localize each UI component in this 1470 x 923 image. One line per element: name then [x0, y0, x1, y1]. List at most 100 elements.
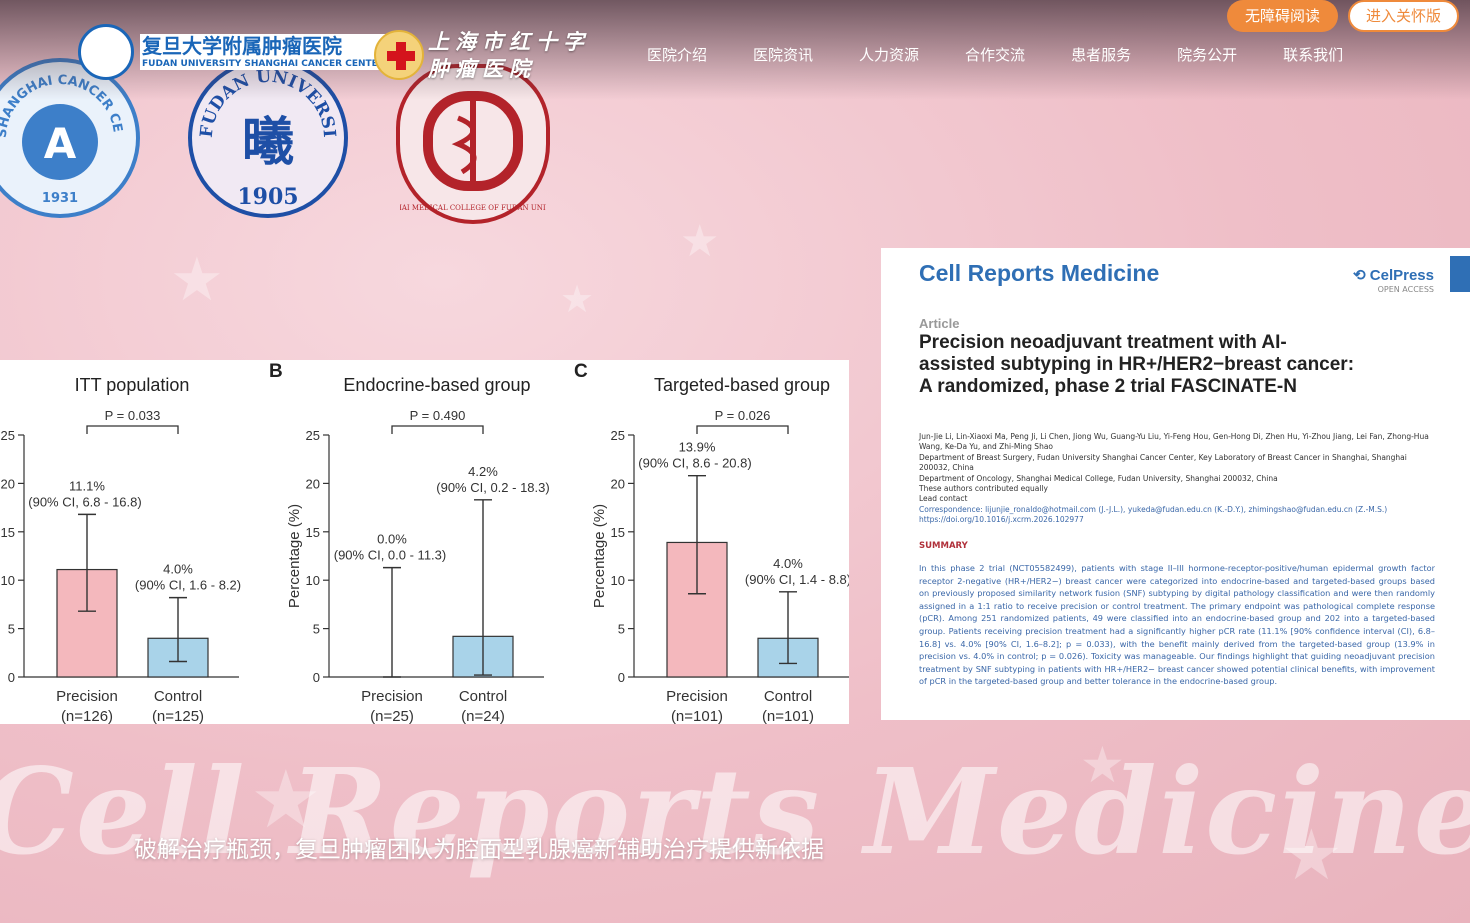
- p-value-label: P = 0.033: [105, 408, 161, 423]
- ci-label: (90% CI, 8.6 - 20.8): [638, 456, 751, 471]
- x-tick-sublabel: (n=101): [762, 708, 814, 724]
- nav-item-hr[interactable]: 人力资源: [859, 46, 920, 64]
- y-tick-label: 10: [306, 573, 320, 588]
- nav-item-about[interactable]: 医院介绍: [647, 46, 708, 64]
- publisher-name: CelPress: [1369, 267, 1434, 284]
- figure-panel: ITT population 0 5 10 15 20 25 11.1% (90% CI, 6.…: [0, 360, 852, 725]
- hospital-name-en: FUDAN UNIVERSITY SHANGHAI CANCER CENTER: [140, 58, 387, 70]
- redcross-hospital-brand[interactable]: 上海市红十字 肿瘤医院: [374, 28, 590, 82]
- x-tick-sublabel: (n=24): [461, 708, 505, 724]
- value-label: 4.0%: [163, 562, 193, 577]
- significance-bracket: [696, 425, 789, 434]
- x-tick-label: Precision: [666, 688, 728, 705]
- accessibility-reading-button[interactable]: 无障碍阅读: [1227, 0, 1338, 32]
- care-mode-button[interactable]: 进入关怀版: [1348, 0, 1459, 32]
- star-decoration-icon: ★: [1280, 814, 1343, 896]
- nav-item-patient-services[interactable]: 患者服务: [1071, 46, 1132, 64]
- paper-summary: In this phase 2 trial (NCT05582499), pat…: [919, 563, 1435, 687]
- y-tick-label: 15: [611, 525, 625, 540]
- x-tick-sublabel: (n=125): [152, 708, 204, 724]
- x-tick-sublabel: (n=25): [370, 708, 414, 724]
- x-tick-label: Control: [154, 688, 202, 705]
- x-tick-label: Precision: [56, 688, 118, 705]
- nav-item-cooperation[interactable]: 合作交流: [965, 46, 1026, 64]
- redcross-name-line2: 肿瘤医院: [428, 56, 536, 81]
- value-label: 0.0%: [377, 532, 407, 547]
- fudan-logo-year: 1905: [237, 184, 298, 210]
- y-tick-label: 5: [618, 622, 625, 637]
- ci-label: (90% CI, 1.6 - 8.2): [135, 578, 241, 593]
- journal-name: Cell Reports Medicine: [919, 260, 1160, 286]
- x-tick-label: Control: [459, 688, 507, 705]
- chart-title: Targeted-based group: [654, 375, 830, 395]
- star-decoration-icon: ★: [1080, 736, 1125, 794]
- hospital-emblem-icon: [78, 24, 134, 80]
- y-tick-label: 20: [306, 476, 320, 491]
- y-tick-label: 0: [8, 670, 15, 685]
- y-tick-label: 15: [306, 525, 320, 540]
- chart-title: Endocrine-based group: [343, 375, 530, 395]
- y-tick-label: 20: [1, 476, 15, 491]
- y-axis-label: Percentage (%): [591, 504, 608, 608]
- main-nav: 医院介绍 医院资讯 人力资源 合作交流 患者服务 院务公开 联系我们: [624, 44, 1366, 65]
- fudan-logo-glyph: 曦: [242, 113, 294, 173]
- panel-letter: B: [269, 361, 283, 382]
- smc-logo-text: SHANGHAI MEDICAL COLLEGE OF FUDAN UNIVER…: [400, 204, 546, 212]
- star-decoration-icon: ★: [250, 753, 322, 846]
- redcross-name-line1: 上海市红十字: [428, 29, 590, 54]
- svg-text:A: A: [44, 119, 77, 168]
- ci-label: (90% CI, 0.0 - 11.3): [334, 548, 446, 563]
- x-tick-sublabel: (n=101): [671, 708, 723, 724]
- nav-item-contact[interactable]: 联系我们: [1283, 46, 1344, 64]
- pcr-bar-charts: ITT population 0 5 10 15 20 25 11.1%(90% CI, 6.…: [1, 361, 852, 725]
- significance-bracket: [86, 425, 179, 434]
- y-tick-label: 25: [611, 428, 625, 443]
- p-value-label: P = 0.026: [715, 408, 771, 423]
- paper-preview: Cell Reports Medicine ⟲ CelPress OPEN AC…: [881, 248, 1470, 720]
- value-label: 4.2%: [468, 464, 498, 479]
- hospital-name-cn: 复旦大学附属肿瘤医院: [140, 34, 387, 58]
- value-label: 4.0%: [773, 556, 803, 571]
- nav-item-hospital-affairs[interactable]: 院务公开: [1177, 46, 1238, 64]
- news-caption[interactable]: 破解治疗瓶颈，复旦肿瘤团队为腔面型乳腺癌新辅助治疗提供新依据: [134, 837, 824, 863]
- cellpress-icon: ⟲: [1353, 267, 1370, 284]
- panel-letter: C: [574, 361, 588, 382]
- x-tick-label: Precision: [361, 688, 423, 705]
- x-tick-sublabel: (n=126): [61, 708, 113, 724]
- cancer-center-year: 1931: [42, 191, 78, 206]
- y-tick-label: 15: [1, 525, 15, 540]
- paper-title: Precision neoadjuvant treatment with AI-…: [919, 332, 1355, 397]
- nav-item-news[interactable]: 医院资讯: [753, 46, 814, 64]
- significance-bracket: [391, 425, 484, 434]
- y-tick-label: 10: [611, 573, 625, 588]
- article-label: Article: [919, 316, 960, 331]
- star-decoration-icon: ★: [680, 216, 720, 267]
- paper-authors-block: Jun-Jie Li, Lin-Xiaoxi Ma, Peng Ji, Li C…: [919, 432, 1439, 526]
- paper-affiliation-2: Department of Oncology, Shanghai Medical…: [919, 473, 1278, 483]
- x-tick-label: Control: [764, 688, 812, 705]
- open-access-label: OPEN ACCESS: [1377, 285, 1434, 294]
- paper-affiliation-1: Department of Breast Surgery, Fudan Univ…: [919, 452, 1407, 473]
- paper-doi: https://doi.org/10.1016/j.xcrm.2026.1029…: [919, 515, 1084, 525]
- y-tick-label: 5: [313, 622, 320, 637]
- y-tick-label: 20: [611, 476, 625, 491]
- paper-note-lead: Lead contact: [919, 494, 968, 504]
- y-tick-label: 0: [618, 670, 625, 685]
- ci-label: (90% CI, 0.2 - 18.3): [436, 480, 549, 495]
- hospital-brand[interactable]: 复旦大学附属肿瘤医院 FUDAN UNIVERSITY SHANGHAI CAN…: [78, 24, 387, 80]
- paper-authors: Jun-Jie Li, Lin-Xiaoxi Ma, Peng Ji, Li C…: [919, 432, 1429, 452]
- publisher-logo: ⟲ CelPress: [1353, 266, 1434, 284]
- red-cross-icon: [374, 30, 424, 80]
- paper-correspondence: Correspondence: lijunjie_ronaldo@hotmail…: [919, 504, 1388, 514]
- paper-accent-bar: [1450, 256, 1470, 292]
- y-tick-label: 0: [313, 670, 320, 685]
- ci-label: (90% CI, 6.8 - 16.8): [28, 494, 141, 509]
- p-value-label: P = 0.490: [410, 408, 466, 423]
- y-tick-label: 25: [306, 428, 320, 443]
- summary-heading: SUMMARY: [919, 541, 968, 551]
- y-axis-label: Percentage (%): [286, 504, 303, 608]
- value-label: 11.1%: [69, 478, 105, 493]
- ci-label: (90% CI, 1.4 - 8.8): [745, 572, 849, 587]
- y-tick-label: 5: [8, 622, 15, 637]
